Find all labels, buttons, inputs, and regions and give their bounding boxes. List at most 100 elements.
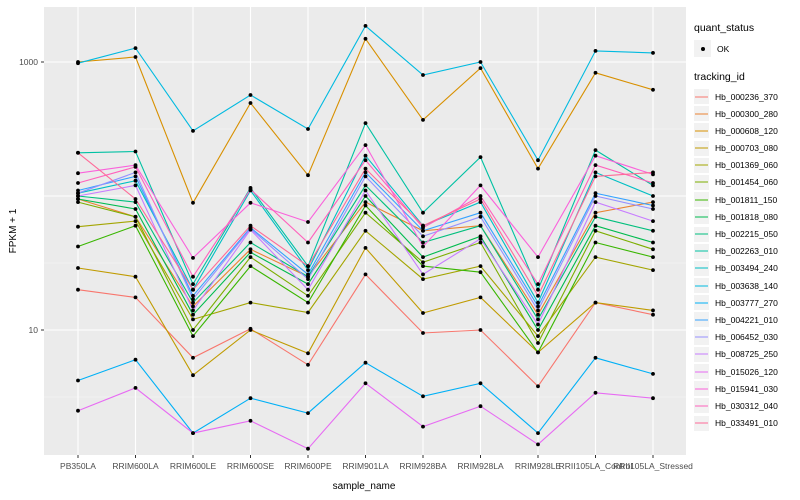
- data-point: [133, 357, 138, 362]
- data-point: [593, 300, 598, 305]
- data-point: [306, 277, 310, 281]
- series-layer: [76, 24, 655, 451]
- data-point: [421, 240, 425, 245]
- data-point: [76, 408, 80, 413]
- legend-key-Hb_002215_050: [694, 226, 709, 242]
- data-point: [421, 260, 425, 265]
- data-point: [191, 256, 195, 260]
- legend-key-Hb_033491_010: [694, 415, 709, 431]
- data-point: [421, 272, 425, 277]
- x-tick-label: RRIM928LE: [515, 461, 562, 471]
- legend-label: Hb_001369_060: [715, 160, 778, 171]
- data-point: [478, 66, 483, 70]
- legend-title-quant-status: quant_status: [694, 22, 755, 34]
- legend-key-Hb_008725_250: [694, 346, 709, 362]
- data-point: [363, 158, 368, 163]
- data-point: [421, 424, 425, 429]
- line-swatch-icon: [695, 164, 708, 166]
- data-point: [363, 121, 368, 125]
- data-point: [76, 194, 80, 198]
- data-point: [421, 228, 425, 233]
- data-point: [421, 210, 425, 215]
- legend-key-Hb_001818_080: [694, 209, 709, 225]
- data-point: [478, 60, 483, 64]
- data-point: [76, 287, 80, 292]
- legend-item-Hb_001454_060: Hb_001454_060: [694, 174, 800, 190]
- legend-key-Hb_001454_060: [694, 174, 709, 190]
- legend-key-Hb_000236_370: [694, 89, 709, 104]
- line-swatch-icon: [695, 388, 708, 390]
- legend-label: Hb_002215_050: [715, 229, 778, 239]
- data-point: [536, 300, 540, 305]
- data-point: [191, 373, 195, 378]
- data-point: [76, 200, 80, 205]
- data-point: [363, 246, 368, 250]
- data-point: [536, 431, 540, 435]
- legend-label: Hb_001454_060: [715, 177, 778, 188]
- y-axis-title: FPKM + 1: [8, 208, 19, 254]
- legend-item-Hb_033491_010: Hb_033491_010: [694, 415, 800, 431]
- line-swatch-icon: [695, 147, 708, 149]
- data-point: [651, 308, 655, 313]
- data-point: [248, 93, 253, 97]
- x-tick-label: RRIM600LA: [112, 461, 159, 471]
- data-point: [536, 158, 540, 163]
- line-swatch-icon: [695, 181, 708, 183]
- data-point: [191, 293, 195, 298]
- data-point: [478, 236, 483, 241]
- data-point: [593, 355, 598, 360]
- data-point: [651, 181, 655, 185]
- data-point: [76, 378, 80, 383]
- data-point: [651, 170, 655, 175]
- data-point: [191, 312, 195, 317]
- data-point: [363, 194, 368, 198]
- data-point: [536, 312, 540, 317]
- line-swatch-icon: [695, 267, 708, 269]
- data-point: [593, 70, 598, 75]
- data-point: [651, 219, 655, 224]
- legend-item-Hb_015026_120: Hb_015026_120: [694, 364, 800, 379]
- data-point: [536, 166, 540, 171]
- data-point: [76, 181, 80, 185]
- data-point: [133, 214, 138, 219]
- data-point: [191, 300, 195, 305]
- line-swatch-icon: [695, 422, 708, 424]
- data-point: [248, 223, 253, 228]
- data-point: [133, 223, 138, 228]
- data-point: [421, 311, 425, 315]
- data-point: [363, 170, 368, 175]
- data-point: [363, 24, 368, 28]
- data-point: [191, 287, 195, 292]
- data-point: [593, 148, 598, 153]
- data-point: [421, 331, 425, 335]
- point-icon: [700, 46, 705, 51]
- data-point: [306, 411, 310, 415]
- data-point: [363, 174, 368, 179]
- legend-key-Hb_003777_270: [694, 295, 709, 311]
- legend-item-Hb_003494_240: Hb_003494_240: [694, 260, 800, 276]
- data-point: [133, 183, 138, 188]
- legend-label: Hb_015026_120: [715, 366, 778, 377]
- data-point: [248, 101, 253, 105]
- data-point: [306, 362, 310, 367]
- data-point: [651, 396, 655, 401]
- data-point: [478, 214, 483, 219]
- data-point: [478, 200, 483, 205]
- legend-label: Hb_000300_280: [715, 108, 778, 119]
- legend-item-Hb_000236_370: Hb_000236_370: [694, 89, 800, 104]
- data-point: [363, 200, 368, 205]
- x-tick-label: RRIM600LE: [170, 461, 217, 471]
- data-point: [593, 174, 598, 179]
- line-swatch-icon: [695, 113, 708, 115]
- data-point: [651, 203, 655, 208]
- data-point: [76, 191, 80, 196]
- data-point: [191, 317, 195, 322]
- data-point: [248, 396, 253, 401]
- data-point: [76, 197, 80, 201]
- line-swatch-icon: [695, 336, 708, 338]
- data-point: [593, 240, 598, 245]
- data-point: [536, 282, 540, 286]
- data-point: [536, 328, 540, 332]
- x-tick-label: RRIM901LA: [342, 461, 389, 471]
